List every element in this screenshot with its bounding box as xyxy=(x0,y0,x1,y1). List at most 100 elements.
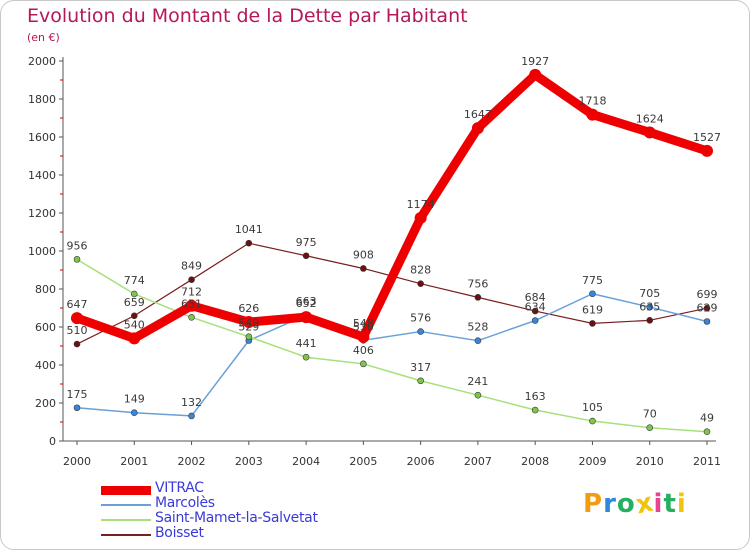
y-tick-label: 200 xyxy=(35,397,56,410)
x-tick-label: 2003 xyxy=(235,455,263,468)
data-point xyxy=(701,144,713,157)
proxiti-logo: Proxiti xyxy=(583,487,687,520)
data-point xyxy=(703,318,711,325)
x-tick-label: 2008 xyxy=(521,455,549,468)
data-point xyxy=(703,304,711,312)
data-point xyxy=(646,303,654,311)
data-label: 529 xyxy=(238,320,259,333)
data-label: 651 xyxy=(181,297,202,310)
logo-letter: i xyxy=(676,489,687,519)
data-label: 406 xyxy=(353,344,374,357)
series-line-marcol-s xyxy=(76,293,708,417)
data-label: 635 xyxy=(639,300,660,313)
data-point xyxy=(130,290,138,298)
data-point xyxy=(589,320,596,327)
chart-title: Evolution du Montant de la Dette par Hab… xyxy=(27,5,468,27)
data-label: 149 xyxy=(124,393,145,406)
data-label: 1527 xyxy=(693,131,721,144)
data-label: 775 xyxy=(582,274,603,287)
data-point xyxy=(302,252,310,260)
data-label: 105 xyxy=(582,401,603,414)
data-point xyxy=(529,68,542,81)
data-point xyxy=(531,406,539,414)
data-point xyxy=(71,312,83,325)
logo-letter: i xyxy=(653,489,664,519)
data-point xyxy=(417,377,424,385)
logo-letter: o xyxy=(616,489,636,519)
data-label: 699 xyxy=(697,288,718,301)
legend-label: Marcolès xyxy=(155,495,215,511)
data-label: 634 xyxy=(525,301,546,314)
legend-label: Boisset xyxy=(155,525,204,541)
x-tick-label: 2001 xyxy=(120,455,148,468)
data-label: 1041 xyxy=(235,223,263,236)
data-point xyxy=(360,265,367,272)
logo-letter: t xyxy=(663,489,677,519)
data-point xyxy=(589,290,596,298)
series-line-boisset xyxy=(76,242,708,345)
data-point xyxy=(646,317,654,324)
data-label: 49 xyxy=(700,412,714,425)
data-label: 317 xyxy=(410,361,431,374)
data-label: 175 xyxy=(67,388,88,401)
data-point xyxy=(643,126,656,139)
data-point xyxy=(417,328,424,335)
data-label: 548 xyxy=(353,317,374,330)
data-point xyxy=(531,307,539,315)
data-label: 629 xyxy=(697,301,718,314)
data-point xyxy=(703,428,711,435)
data-point xyxy=(242,316,255,329)
y-tick-label: 0 xyxy=(49,435,56,448)
data-label: 70 xyxy=(643,408,657,421)
x-tick-label: 2005 xyxy=(349,455,377,468)
legend-swatch xyxy=(101,519,151,521)
data-label: 619 xyxy=(582,303,603,316)
data-label: 663 xyxy=(296,295,317,308)
data-point xyxy=(646,424,654,432)
data-label: 975 xyxy=(296,236,317,249)
data-label: 163 xyxy=(525,390,546,403)
data-label: 684 xyxy=(525,291,546,304)
data-label: 1174 xyxy=(407,198,435,211)
data-point xyxy=(130,409,138,416)
x-tick-label: 2004 xyxy=(292,455,320,468)
data-label: 908 xyxy=(353,248,374,261)
logo-letter: r xyxy=(603,489,617,519)
data-point xyxy=(586,108,599,121)
y-tick-label: 800 xyxy=(35,283,56,296)
y-tick-label: 400 xyxy=(35,359,56,372)
data-point xyxy=(188,412,195,420)
data-point xyxy=(188,314,195,321)
series-line-vitrac xyxy=(72,70,712,343)
y-tick-label: 2000 xyxy=(28,55,56,68)
data-label: 626 xyxy=(238,302,259,315)
data-label: 1624 xyxy=(636,112,664,125)
data-label: 549 xyxy=(238,317,259,330)
y-tick-label: 1000 xyxy=(28,245,56,258)
data-point xyxy=(300,311,313,324)
data-point xyxy=(128,332,141,345)
legend-label: Saint-Mamet-la-Salvetat xyxy=(155,510,318,526)
data-label: 705 xyxy=(639,287,660,300)
chart-subtitle: (en €) xyxy=(27,31,60,44)
x-tick-label: 2010 xyxy=(636,455,664,468)
legend-swatch xyxy=(101,485,151,495)
data-label: 828 xyxy=(410,264,431,277)
legend-swatch xyxy=(101,504,151,506)
legend-label: VITRAC xyxy=(155,480,204,496)
data-label: 647 xyxy=(67,298,88,311)
data-point xyxy=(414,211,427,224)
data-label: 540 xyxy=(124,318,145,331)
data-label: 132 xyxy=(181,396,202,409)
data-label: 1647 xyxy=(464,108,492,121)
data-point xyxy=(531,317,539,324)
data-label: 1718 xyxy=(578,95,606,108)
data-label: 528 xyxy=(467,321,488,334)
y-tick-label: 1200 xyxy=(28,207,56,220)
x-tick-label: 2000 xyxy=(63,455,91,468)
data-point xyxy=(589,417,596,425)
data-label: 956 xyxy=(67,239,88,252)
data-label: 530 xyxy=(353,320,374,333)
data-point xyxy=(471,122,484,135)
